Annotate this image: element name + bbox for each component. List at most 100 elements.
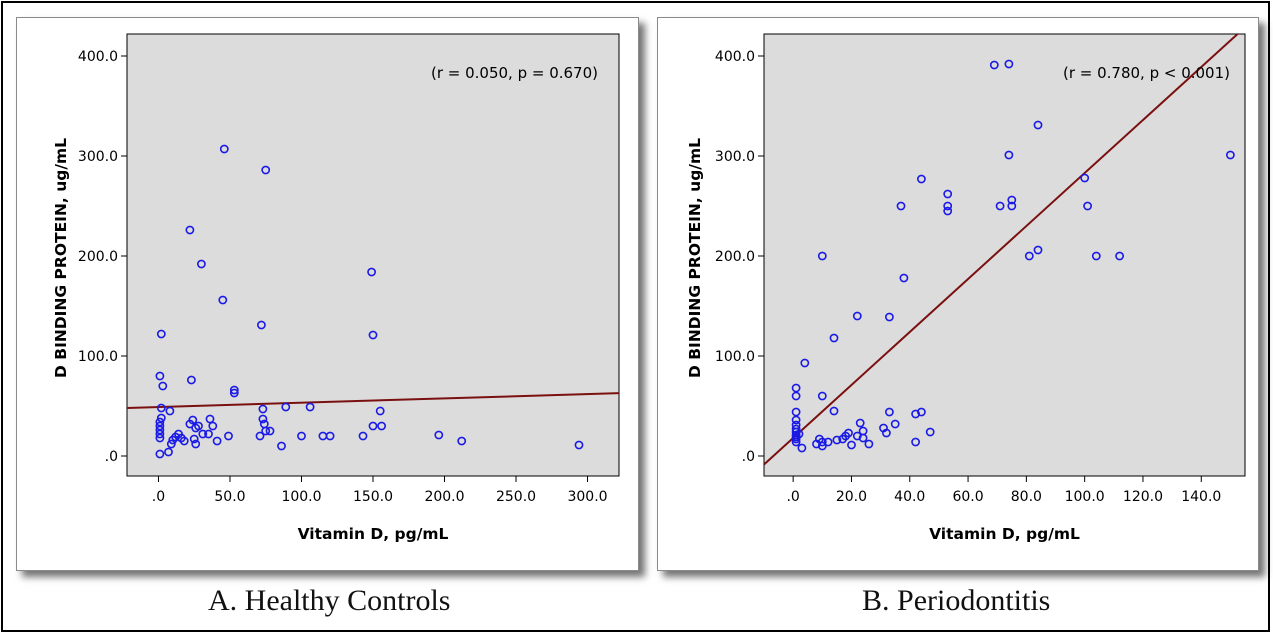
panel-b-data-point bbox=[1007, 201, 1017, 211]
panel-b-data-point bbox=[1226, 150, 1235, 160]
panel-b-x-tick-label: .0 bbox=[786, 489, 799, 505]
panel-a-data-point bbox=[156, 403, 166, 413]
panel-b-y-tick-label: .0 bbox=[742, 449, 755, 465]
panel-b-data-point bbox=[1033, 245, 1043, 255]
panel-a-caption: A. Healthy Controls bbox=[208, 584, 451, 617]
panel-b-data-point bbox=[995, 201, 1005, 211]
panel-a-x-tick-label: 300.0 bbox=[567, 489, 607, 505]
panel-a-y-tick-label: .0 bbox=[105, 449, 118, 465]
panel-a-y-tick-label: 300.0 bbox=[78, 149, 118, 165]
panel-a-data-point bbox=[368, 330, 378, 340]
panel-a-x-tick-label: 200.0 bbox=[424, 489, 464, 505]
panel-b-data-point bbox=[858, 433, 868, 443]
panel-b-data-point bbox=[943, 201, 953, 211]
panel-b-data-point bbox=[882, 428, 891, 438]
panel-a-data-point bbox=[281, 402, 291, 412]
panel-a-y-axis-label: D BINDING PROTEIN, ug/mL bbox=[52, 138, 70, 378]
panel-a-data-point bbox=[457, 436, 467, 446]
panel-b-data-point bbox=[1007, 195, 1017, 205]
panel-b-data-point bbox=[817, 251, 827, 261]
panel-b-x-tick-label: 60.0 bbox=[952, 489, 983, 505]
panel-b-data-point bbox=[791, 420, 801, 430]
panel-b-data-point bbox=[852, 311, 862, 321]
panel-b-data-point bbox=[1083, 201, 1092, 211]
panel-b-x-axis-label: Vitamin D, pg/mL bbox=[929, 525, 1080, 543]
panel-a-data-point bbox=[325, 431, 335, 441]
panel-a-data-point bbox=[165, 406, 175, 416]
panel-a-data-point bbox=[208, 421, 218, 431]
panel-a-data-point bbox=[368, 421, 378, 431]
panel-a-stats-annotation: (r = 0.050, p = 0.670) bbox=[431, 64, 598, 82]
panel-a-x-tick-label: 250.0 bbox=[496, 489, 536, 505]
panel-a-data-point bbox=[189, 434, 199, 444]
panel-a-data-point bbox=[255, 431, 265, 441]
panel-a-data-point bbox=[155, 417, 165, 427]
panel-a-data-point bbox=[258, 404, 268, 414]
panel-b-x-tick-label: 100.0 bbox=[1065, 489, 1105, 505]
panel-b-data-point bbox=[943, 206, 953, 216]
panel-a-data-point bbox=[277, 441, 286, 451]
panel-a-data-point bbox=[155, 421, 165, 431]
panel-a-data-point bbox=[191, 439, 201, 449]
panel-a-x-tick-label: 100.0 bbox=[281, 489, 321, 505]
panel-b-y-axis-label: D BINDING PROTEIN, ug/mL bbox=[686, 138, 704, 378]
panel-b-y-tick-label: 200.0 bbox=[715, 249, 755, 265]
panel-b-data-point bbox=[817, 441, 827, 451]
panel-a-data-point bbox=[377, 421, 386, 431]
panel-b-data-point bbox=[1024, 251, 1034, 261]
panel-a-data-point bbox=[256, 320, 266, 330]
panel-a-x-axis-label: Vitamin D, pg/mL bbox=[298, 525, 449, 543]
panel-b-data-point bbox=[1033, 120, 1043, 130]
panel-a-data-point bbox=[219, 144, 229, 154]
panel-b-data-point bbox=[1004, 59, 1014, 69]
panel-a-data-point bbox=[164, 447, 173, 457]
panel-a-data-point bbox=[188, 415, 198, 425]
panel-b-y-tick-label: 300.0 bbox=[715, 149, 755, 165]
panel-a-data-point bbox=[574, 440, 584, 450]
panel-a-x-tick-label: 50.0 bbox=[214, 489, 245, 505]
panel-b-data-point bbox=[917, 174, 926, 184]
panel-b-x-tick-label: 120.0 bbox=[1123, 489, 1163, 505]
panel-b-data-point bbox=[899, 273, 909, 283]
panel-b-data-point bbox=[1080, 173, 1090, 183]
panel-a-data-point bbox=[179, 436, 189, 446]
panel-b-plot-area bbox=[763, 33, 1246, 477]
panel-a-data-point bbox=[205, 414, 215, 424]
panel-a-data-point bbox=[229, 388, 239, 398]
panel-a-data-point bbox=[375, 406, 385, 416]
panel-b-data-point bbox=[1091, 251, 1101, 261]
panel-b-data-point bbox=[829, 333, 839, 343]
panel-a-fit-line bbox=[127, 392, 619, 409]
panel-b-data-point bbox=[832, 435, 842, 445]
panel-a-data-point bbox=[185, 225, 195, 235]
panel-b-data-point bbox=[1115, 251, 1124, 261]
panel-b-caption: B. Periodontitis bbox=[862, 584, 1051, 617]
panel-b-data-point bbox=[791, 407, 801, 417]
panel-a-data-point bbox=[166, 439, 176, 449]
panel-b-data-point bbox=[989, 60, 999, 70]
panel-b-data-point bbox=[800, 358, 810, 368]
panel-b-data-point bbox=[817, 437, 827, 447]
panel-a-plot-area bbox=[126, 33, 620, 477]
panel-b-data-point bbox=[847, 440, 856, 450]
panel-b-data-point bbox=[817, 391, 827, 401]
panel-a-data-point bbox=[156, 413, 166, 423]
panel-a-data-point bbox=[158, 381, 168, 391]
panel-a-data-point bbox=[434, 430, 444, 440]
panel-b-data-point bbox=[864, 439, 874, 449]
panel-b-data-point bbox=[885, 312, 894, 322]
panel-b-fit-line bbox=[764, 34, 1240, 466]
panel-b-data-point bbox=[797, 443, 807, 453]
panel-a-x-tick-label: .0 bbox=[152, 489, 165, 505]
panel-b-data-point bbox=[794, 429, 804, 439]
panel-b-data-point bbox=[791, 383, 801, 393]
panel-a-data-point bbox=[212, 436, 222, 446]
panel-a-data-point bbox=[229, 385, 239, 395]
panel-b-points bbox=[791, 59, 1235, 453]
panel-a-data-point bbox=[261, 426, 271, 436]
panel-b-data-point bbox=[943, 189, 953, 199]
panel-a-data-point bbox=[196, 259, 206, 269]
panel-b-data-point bbox=[829, 406, 839, 416]
